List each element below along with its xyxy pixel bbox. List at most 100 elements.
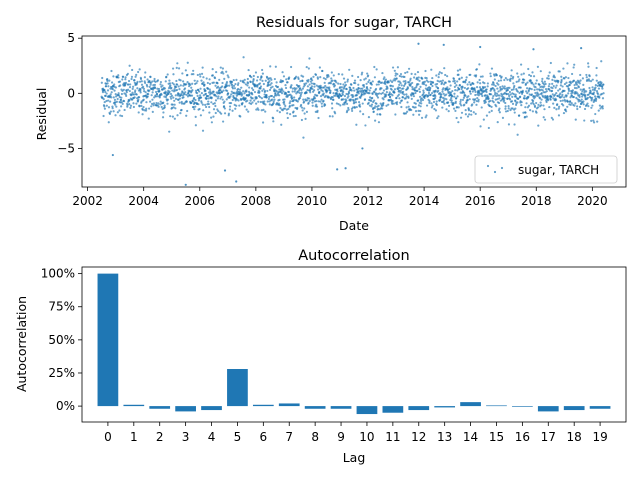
scatter-point — [248, 93, 251, 97]
scatter-point — [140, 83, 144, 86]
scatter-point — [509, 77, 512, 80]
scatter-point — [181, 72, 184, 75]
scatter-point — [562, 67, 565, 70]
scatter-point — [546, 95, 549, 98]
scatter-point — [346, 80, 349, 83]
scatter-point — [409, 77, 412, 80]
scatter-point — [541, 80, 544, 83]
scatter-point — [229, 101, 233, 105]
scatter-point — [447, 101, 450, 104]
scatter-point — [602, 83, 605, 86]
scatter-point — [583, 107, 587, 111]
scatter-point — [391, 94, 394, 97]
scatter-point — [221, 81, 224, 85]
bar-y-tick-label: 0% — [56, 399, 75, 413]
scatter-point — [485, 90, 488, 94]
scatter-point — [283, 100, 286, 103]
scatter-point — [393, 88, 397, 91]
scatter-point — [202, 109, 205, 112]
scatter-point — [496, 98, 499, 101]
scatter-point — [548, 89, 551, 92]
scatter-point — [551, 78, 554, 81]
scatter-point — [464, 109, 467, 112]
scatter-point — [405, 106, 408, 109]
scatter-point — [200, 92, 203, 95]
scatter-point — [120, 101, 123, 104]
scatter-point — [182, 84, 185, 87]
scatter-point — [554, 98, 558, 101]
scatter-point — [328, 86, 331, 89]
scatter-point — [523, 97, 526, 100]
scatter-point — [370, 83, 373, 86]
scatter-point — [514, 95, 517, 98]
scatter-point — [106, 79, 109, 83]
scatter-point — [225, 98, 228, 101]
scatter-point — [151, 110, 154, 114]
scatter-point — [430, 102, 433, 105]
scatter-point — [511, 102, 515, 105]
scatter-point — [252, 78, 255, 81]
scatter-point — [126, 72, 129, 75]
scatter-point — [226, 89, 229, 92]
scatter-point — [480, 106, 483, 109]
scatter-point — [109, 93, 112, 96]
scatter-point — [264, 110, 267, 113]
scatter-point — [335, 102, 338, 105]
scatter-point — [151, 91, 154, 94]
scatter-point — [442, 87, 445, 90]
scatter-point — [430, 82, 433, 86]
scatter-point — [176, 83, 179, 86]
scatter-point — [318, 90, 321, 94]
scatter-point — [524, 106, 527, 109]
scatter-point — [504, 105, 507, 108]
scatter-point — [463, 103, 466, 106]
scatter-point — [246, 99, 249, 102]
scatter-point — [583, 119, 586, 122]
scatter-point — [573, 84, 576, 87]
scatter-point — [280, 92, 284, 95]
scatter-point — [343, 94, 347, 98]
scatter-point — [539, 70, 542, 73]
scatter-point — [136, 80, 139, 83]
scatter-point — [273, 77, 276, 81]
scatter-point — [442, 43, 445, 46]
scatter-point — [548, 82, 551, 86]
scatter-point — [301, 79, 304, 83]
scatter-point — [522, 72, 525, 75]
scatter-point — [154, 80, 157, 83]
scatter-point — [164, 80, 167, 83]
scatter-point — [192, 73, 195, 76]
scatter-point — [418, 87, 421, 91]
scatter-point — [145, 101, 148, 104]
scatter-point — [445, 98, 448, 101]
scatter-point — [417, 109, 420, 112]
scatter-point — [490, 109, 493, 112]
scatter-point — [292, 115, 295, 118]
scatter-point — [151, 80, 154, 83]
scatter-point — [516, 72, 519, 75]
scatter-point — [358, 103, 361, 106]
bar-x-tick-label: 5 — [234, 430, 242, 444]
scatter-point — [105, 92, 108, 95]
scatter-point — [343, 103, 346, 106]
scatter-point — [414, 73, 417, 76]
scatter-point — [527, 104, 531, 107]
scatter-point — [281, 80, 285, 83]
scatter-point — [288, 104, 292, 107]
scatter-point — [152, 102, 156, 105]
scatter-point — [308, 83, 311, 86]
scatter-point — [476, 96, 479, 100]
scatter-point — [572, 66, 575, 69]
scatter-point — [152, 104, 155, 107]
autocorrelation-bar — [589, 406, 611, 409]
scatter-point — [189, 94, 192, 97]
scatter-point — [360, 73, 363, 76]
scatter-point — [237, 87, 240, 91]
scatter-point — [317, 116, 320, 120]
scatter-point — [300, 118, 303, 122]
scatter-point — [595, 66, 598, 70]
scatter-point — [380, 87, 383, 90]
scatter-point — [559, 84, 562, 87]
scatter-point — [163, 106, 166, 109]
scatter-point — [137, 111, 140, 114]
